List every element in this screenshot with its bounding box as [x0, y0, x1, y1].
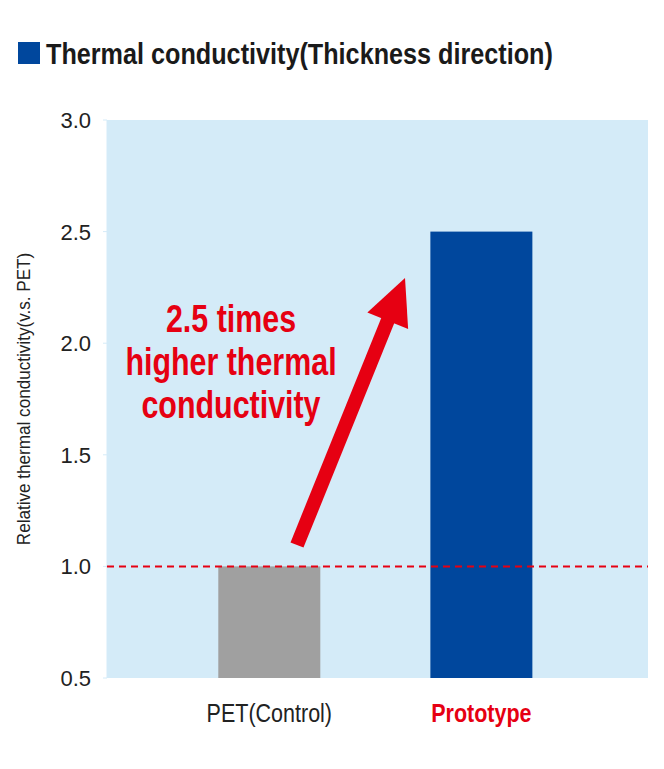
chart-root: Thermal conductivity(Thickness direction…	[0, 0, 664, 769]
y-tick-label: 3.0	[60, 108, 91, 133]
marks	[107, 232, 648, 678]
annotation: higher thermal	[125, 341, 336, 383]
x-tick-label: Prototype	[431, 699, 531, 727]
annotation: conductivity	[141, 384, 320, 426]
annotation: 2.5 times	[166, 298, 296, 340]
y-axis-label: Relative thermal conductivity(v.s. PET)	[13, 253, 34, 545]
plot-area	[107, 120, 648, 678]
y-tick	[103, 454, 107, 455]
arrow-head	[367, 278, 408, 329]
title-marker	[18, 42, 40, 64]
y-tick	[103, 678, 107, 679]
bar	[430, 232, 532, 678]
y-tick	[103, 120, 107, 121]
y-tick	[103, 231, 107, 232]
y-tick	[103, 566, 107, 567]
y-tick-label: 0.5	[60, 666, 91, 691]
y-tick-label: 1.0	[60, 554, 91, 579]
bar	[218, 566, 320, 678]
x-tick-label: PET(Control)	[207, 699, 333, 727]
y-tick-label: 2.0	[60, 331, 91, 356]
y-tick-label: 1.5	[60, 443, 91, 468]
y-tick-label: 2.5	[60, 220, 91, 245]
y-tick	[103, 343, 107, 344]
title: Thermal conductivity(Thickness direction…	[46, 37, 553, 70]
y-axis-line	[107, 120, 108, 678]
reference-line	[107, 565, 648, 567]
